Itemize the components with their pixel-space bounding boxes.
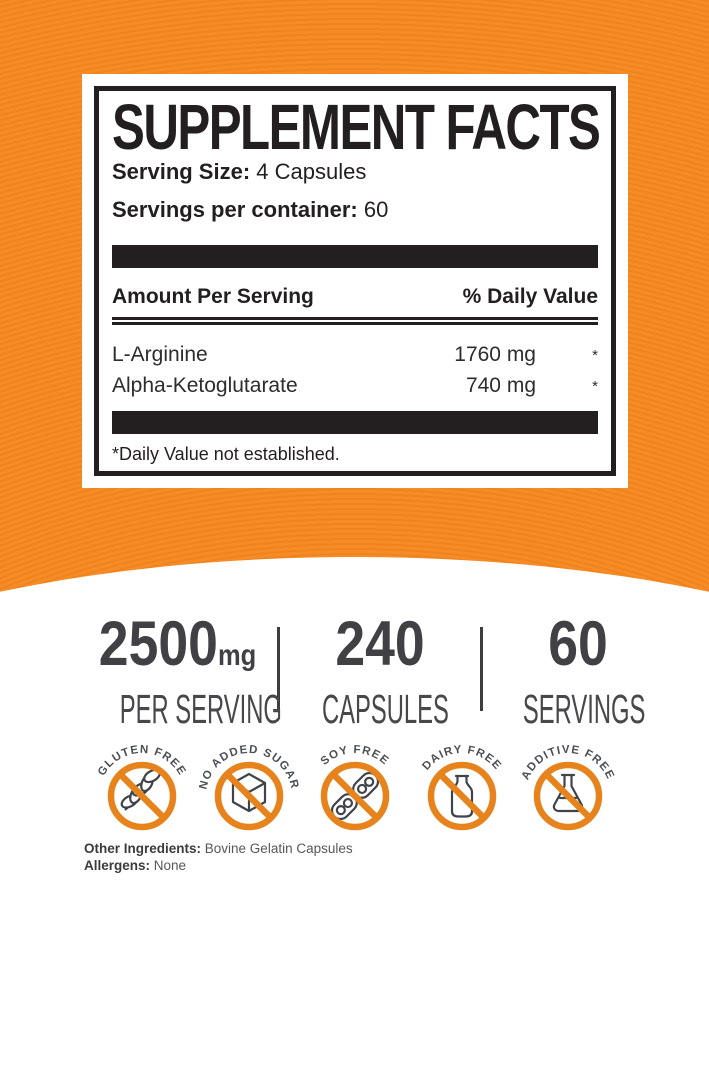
supplement-facts-panel: SUPPLEMENT FACTS Serving Size: 4 Capsule… (82, 74, 628, 488)
vertical-divider (277, 627, 280, 711)
stat-label: SERVINGS (522, 686, 646, 732)
ingredient-dv: * (592, 378, 598, 395)
stat-capsules: 240 CAPSULES (280, 611, 480, 732)
badge-additive-free: ADDITIVE FREE (520, 744, 615, 831)
separator-bar (112, 245, 598, 268)
serving-size-value: 4 Capsules (256, 159, 367, 184)
other-ingredients-label: Other Ingredients: (84, 841, 202, 856)
wheat-icon (120, 768, 161, 811)
facts-border: SUPPLEMENT FACTS Serving Size: 4 Capsule… (94, 86, 616, 476)
product-label: SUPPLEMENT FACTS Serving Size: 4 Capsule… (0, 0, 709, 874)
table-header-row: Amount Per Serving % Daily Value (112, 283, 598, 310)
allergens-value: None (153, 857, 187, 873)
allergens-line: Allergens: None (84, 858, 353, 875)
badge-label: GLUTEN FREE (96, 744, 188, 778)
stat-number: 240 (335, 609, 425, 679)
stat-value: 240 (295, 611, 465, 689)
amount-header: Amount Per Serving (112, 285, 314, 308)
ingredient-amount: 740 mg (465, 374, 536, 397)
other-ingredients-value: Bovine Gelatin Capsules (204, 841, 353, 856)
servings-label: Servings per container: (112, 197, 358, 222)
stat-number: 2500 (98, 609, 218, 679)
stat-value: 60 (497, 611, 659, 689)
daily-value-footnote: *Daily Value not established. (112, 444, 340, 464)
stat-servings: 60 SERVINGS (483, 611, 673, 732)
badge-gluten-free: GLUTEN FREE (96, 744, 188, 831)
ingredient-rows: L-Arginine 1760 mg * Alpha-Ketoglutarate… (112, 340, 598, 402)
table-row: L-Arginine 1760 mg * (112, 340, 598, 371)
double-rule (112, 317, 598, 325)
vertical-divider (480, 627, 483, 711)
ingredient-dv: * (592, 347, 598, 364)
serving-size-line: Serving Size: 4 Capsules (112, 153, 598, 191)
stat-label: PER SERVING (119, 686, 282, 732)
ingredient-amount: 1760 mg (454, 343, 536, 366)
ingredient-name: Alpha-Ketoglutarate (112, 374, 298, 397)
stats-row: 2500mg PER SERVING 240 CAPSULES 60 SERVI… (78, 611, 673, 732)
stat-value: 2500mg (93, 611, 262, 689)
panel-title: SUPPLEMENT FACTS (112, 91, 601, 163)
daily-value-header: % Daily Value (462, 285, 598, 308)
table-row: Alpha-Ketoglutarate 740 mg * (112, 371, 598, 402)
other-ingredients-line: Other Ingredients: Bovine Gelatin Capsul… (84, 841, 353, 858)
serving-size-label: Serving Size: (112, 159, 251, 184)
badges-row: GLUTEN FREE NO ADDED SUGAR (92, 726, 618, 836)
ingredients-footer: Other Ingredients: Bovine Gelatin Capsul… (84, 841, 353, 874)
badge-soy-free: SOY FREE (319, 744, 390, 831)
allergens-label: Allergens: (84, 857, 151, 873)
stat-unit: mg (217, 639, 257, 672)
stat-label: CAPSULES (322, 686, 449, 732)
separator-bar (112, 411, 598, 434)
badge-label: DAIRY FREE (420, 744, 503, 773)
badge-no-added-sugar: NO ADDED SUGAR (199, 744, 299, 831)
servings-value: 60 (363, 197, 389, 222)
stat-per-serving: 2500mg PER SERVING (78, 611, 282, 732)
stat-number: 60 (548, 609, 608, 679)
servings-per-container-line: Servings per container: 60 (112, 191, 598, 229)
badge-dairy-free: DAIRY FREE (420, 744, 503, 831)
ingredient-name: L-Arginine (112, 343, 208, 366)
